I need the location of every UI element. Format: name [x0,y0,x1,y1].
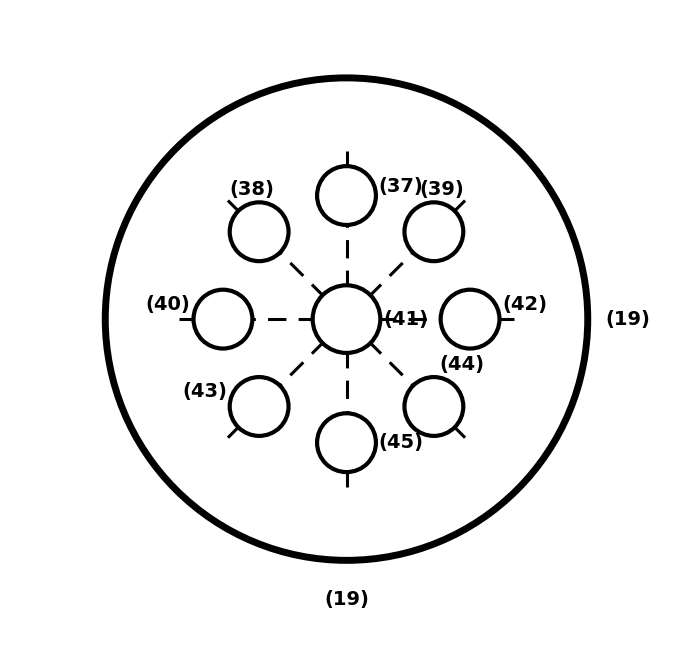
Circle shape [405,202,464,261]
Circle shape [405,377,464,436]
Circle shape [313,285,380,353]
Text: (40): (40) [146,295,191,314]
Circle shape [317,166,376,225]
Circle shape [317,413,376,472]
Circle shape [229,377,288,436]
Text: (45): (45) [379,433,424,452]
Circle shape [229,202,288,261]
Text: (41): (41) [383,309,428,329]
Text: (43): (43) [182,382,227,401]
Circle shape [441,290,500,348]
Text: (44): (44) [440,355,485,374]
Text: (37): (37) [379,177,423,196]
Text: (38): (38) [229,181,274,200]
Text: (19): (19) [324,590,369,609]
Text: (42): (42) [502,295,547,314]
Circle shape [193,290,252,348]
Text: (39): (39) [419,181,464,200]
Text: (19): (19) [606,309,650,329]
